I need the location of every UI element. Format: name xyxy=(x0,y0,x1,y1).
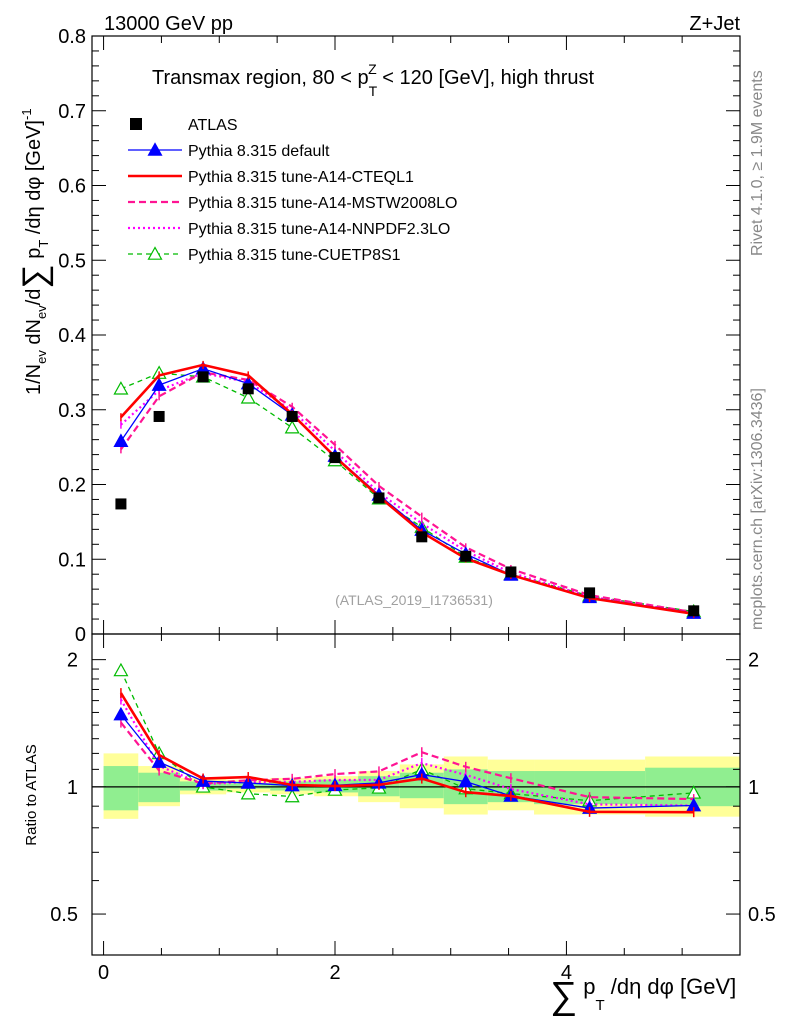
ratio-tick-label-right: 0.5 xyxy=(748,904,776,926)
legend-label-pythia-8-315-tune-a14-cteql1: Pythia 8.315 tune-A14-CTEQL1 xyxy=(188,169,414,186)
atlas-data-point xyxy=(286,410,298,422)
legend-marker-atlas xyxy=(130,118,142,130)
series-line-pythia-8-315-tune-cuetp8s1 xyxy=(120,372,694,613)
energy-label: 13000 GeV pp xyxy=(104,13,233,35)
legend-label-pythia-8-315-tune-cuetp8s1: Pythia 8.315 tune-CUETP8S1 xyxy=(188,247,401,264)
atlas-data-point xyxy=(329,452,341,464)
ratio-band-inner xyxy=(103,766,139,811)
y-tick-label-top: 0.1 xyxy=(58,549,86,571)
legend-marker-pythia-8-315-tune-cuetp8s1 xyxy=(147,246,163,260)
ratio-marker-pythia-8-315-default xyxy=(113,706,129,721)
atlas-data-point xyxy=(584,587,596,599)
point-marker-pythia-8-315-tune-cuetp8s1 xyxy=(113,381,129,395)
atlas-data-point xyxy=(460,550,472,562)
plot-title-sup: Z xyxy=(368,61,377,77)
ratio-marker-pythia-8-315-tune-cuetp8s1 xyxy=(113,662,129,677)
legend-label-pythia-8-315-default: Pythia 8.315 default xyxy=(188,143,330,160)
point-marker-pythia-8-315-default xyxy=(113,433,129,447)
atlas-data-point xyxy=(416,531,428,543)
y-tick-label-top: 0.3 xyxy=(58,400,86,422)
ratio-line-pythia-8-315-tune-a14-cteql1 xyxy=(119,692,694,814)
series-line-pythia-8-315-tune-a14-nnpdf2-3lo xyxy=(120,371,694,615)
atlas-data-point xyxy=(688,605,700,617)
ratio-marker-pythia-8-315-default xyxy=(458,773,474,788)
rivet-side-label: Rivet 4.1.0, ≥ 1.9M events xyxy=(749,70,766,256)
ratio-tick-label-left: 1 xyxy=(67,777,78,799)
legend-label-pythia-8-315-tune-a14-nnpdf2-3lo: Pythia 8.315 tune-A14-NNPDF2.3LO xyxy=(188,221,450,238)
y-tick-label-top: 0.8 xyxy=(58,26,86,48)
x-axis-label: ∑ pT /dη dφ [GeV] xyxy=(550,974,736,1017)
legend-marker-pythia-8-315-default xyxy=(147,142,163,156)
atlas-data-point xyxy=(153,410,165,422)
analysis-id-label: (ATLAS_2019_I1736531) xyxy=(335,592,493,608)
legend: ATLAS Pythia 8.315 default Pythia 8.315 tu… xyxy=(128,117,457,264)
ratio-panel-series xyxy=(113,662,702,818)
series-line-pythia-8-315-tune-a14-cteql1 xyxy=(119,363,694,616)
plot-title-rest: < 120 [GeV], high thrust xyxy=(377,67,595,89)
ratio-panel-frame xyxy=(91,633,741,956)
ratio-marker-pythia-8-315-default xyxy=(240,775,256,789)
y-tick-label-top: 0.7 xyxy=(58,101,86,123)
process-label: Z+Jet xyxy=(689,13,740,35)
axes-frame: 0 0.1 0.2 0.3 0.4 0.5 0.6 0.7 0.8 0.5 0.5 1 1 2 2 0 2 4 xyxy=(50,26,776,984)
ratio-tick-label-left: 2 xyxy=(67,650,78,672)
plot-title: Transmax region, 80 < pTZ < 120 [GeV], h… xyxy=(152,61,595,99)
ratio-marker-pythia-8-315-default xyxy=(151,754,167,768)
x-tick-label: 2 xyxy=(329,962,340,984)
ratio-marker-pythia-8-315-tune-cuetp8s1 xyxy=(284,788,300,803)
y-tick-label-top: 0.5 xyxy=(58,250,86,272)
ratio-tick-label-right: 1 xyxy=(748,777,759,799)
y-axis-label-ratio: Ratio to ATLAS xyxy=(23,744,40,845)
point-marker-pythia-8-315-default xyxy=(151,377,167,391)
y-tick-label-top: 0.6 xyxy=(58,176,86,198)
plot-title-sub: T xyxy=(369,83,378,99)
atlas-data-point xyxy=(242,383,254,395)
atlas-data-point xyxy=(197,371,209,383)
ratio-marker-pythia-8-315-tune-cuetp8s1 xyxy=(240,785,256,800)
point-marker-pythia-8-315-tune-cuetp8s1 xyxy=(240,390,256,404)
plot-title-main: Transmax region, 80 < p xyxy=(152,67,369,89)
y-tick-label-top: 0.4 xyxy=(58,325,86,347)
ratio-tick-label-left: 0.5 xyxy=(50,904,78,926)
atlas-data-point xyxy=(505,566,517,578)
ratio-tick-label-right: 2 xyxy=(748,650,759,672)
ratio-line-pythia-8-315-tune-a14-mstw2008lo xyxy=(120,721,694,801)
x-tick-label: 0 xyxy=(98,962,109,984)
atlas-data-point xyxy=(115,498,127,510)
main-panel-series xyxy=(113,360,702,619)
y-axis-label-top: 1/Nev dNev/d∑ pT /dη dφ [GeV]-1 xyxy=(16,108,54,395)
y-tick-label-top: 0.2 xyxy=(58,475,86,497)
mcplots-side-label: mcplots.cern.ch [arXiv:1306.3436] xyxy=(749,388,766,630)
y-tick-label-top: 0 xyxy=(75,624,86,646)
point-marker-pythia-8-315-tune-cuetp8s1 xyxy=(284,419,300,434)
series-line-pythia-8-315-default xyxy=(120,367,694,614)
legend-label-atlas: ATLAS xyxy=(188,117,238,134)
x-tick-label: 4 xyxy=(561,962,572,984)
series-line-pythia-8-315-tune-a14-mstw2008lo xyxy=(120,371,694,614)
atlas-data-point xyxy=(373,492,385,504)
legend-label-pythia-8-315-tune-a14-mstw2008lo: Pythia 8.315 tune-A14-MSTW2008LO xyxy=(188,195,457,212)
